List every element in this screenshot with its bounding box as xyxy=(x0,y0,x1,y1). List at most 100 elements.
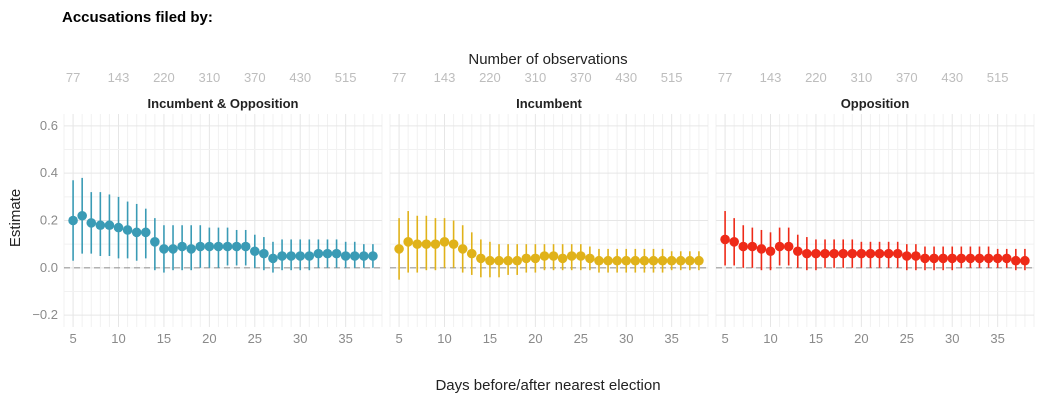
estimate-point xyxy=(113,222,124,233)
estimate-point xyxy=(783,241,794,252)
top-axis-tick-label: 515 xyxy=(335,70,357,85)
estimate-point xyxy=(838,248,848,259)
estimate-point xyxy=(820,248,830,259)
estimate-point xyxy=(774,241,785,252)
estimate-point xyxy=(68,215,78,226)
panel-2: Incumbent 77 143 220 310 370 430 515 5 10 15 20 25 30… xyxy=(389,70,709,346)
estimate-point xyxy=(802,248,812,259)
y-axis-tick-label: 0.2 xyxy=(40,213,58,228)
estimate-point xyxy=(911,251,921,261)
estimate-point xyxy=(856,248,867,259)
top-axis-tick-label: 310 xyxy=(199,70,221,85)
estimate-point xyxy=(983,253,994,264)
estimate-point xyxy=(359,251,369,261)
y-axis-tick-label: −0.2 xyxy=(32,307,58,322)
x-axis-tick-label: 35 xyxy=(664,331,678,346)
panel-3: Opposition 77 143 220 310 370 430 515 5 10 15 20 25 3… xyxy=(715,70,1035,346)
estimate-point xyxy=(195,241,206,252)
panel-1: Incumbent & Opposition 77 143 220 310 370 430 5… xyxy=(32,70,383,346)
x-axis-tick-label: 10 xyxy=(111,331,125,346)
estimate-point xyxy=(685,255,695,266)
estimate-point xyxy=(503,255,513,266)
estimate-point xyxy=(675,255,686,266)
chart-title: Accusations filed by: xyxy=(62,9,213,26)
estimate-point xyxy=(131,227,142,238)
top-axis-tick-label: 220 xyxy=(479,70,501,85)
estimate-point xyxy=(457,244,468,254)
top-axis-tick-label: 143 xyxy=(434,70,456,85)
top-axis-tick-label: 77 xyxy=(718,70,732,85)
estimate-point xyxy=(847,248,858,259)
estimate-point xyxy=(204,241,215,252)
estimate-point xyxy=(340,251,351,261)
estimate-point xyxy=(466,248,477,259)
estimate-point xyxy=(95,220,106,231)
estimate-point xyxy=(150,237,160,247)
estimate-point xyxy=(892,248,903,259)
estimate-point xyxy=(539,251,550,261)
estimate-point xyxy=(929,253,939,264)
estimate-point xyxy=(1020,255,1030,266)
estimate-point xyxy=(902,251,912,261)
x-axis-tick-label: 15 xyxy=(809,331,823,346)
x-axis-tick-label: 5 xyxy=(69,331,76,346)
estimate-point xyxy=(240,241,251,252)
estimate-point xyxy=(811,248,821,259)
top-axis-title: Number of observations xyxy=(468,51,627,68)
top-axis-tick-label: 370 xyxy=(570,70,592,85)
x-axis-tick-label: 10 xyxy=(763,331,777,346)
estimate-point xyxy=(639,255,650,266)
x-axis-tick-label: 30 xyxy=(293,331,307,346)
estimate-point xyxy=(140,227,151,238)
estimate-point xyxy=(122,225,133,235)
estimate-point xyxy=(829,248,839,259)
estimate-point xyxy=(439,237,450,247)
estimate-point xyxy=(865,248,876,259)
top-axis-tick-label: 515 xyxy=(661,70,683,85)
estimate-point xyxy=(1011,255,1021,266)
x-axis-tick-label: 10 xyxy=(437,331,451,346)
estimate-point xyxy=(576,251,586,261)
x-axis-tick-label: 5 xyxy=(721,331,728,346)
estimate-point xyxy=(992,253,1003,264)
estimate-point xyxy=(648,255,659,266)
top-axis-tick-label: 430 xyxy=(941,70,963,85)
estimate-point xyxy=(1001,253,1012,264)
top-axis-tick-label: 430 xyxy=(615,70,637,85)
estimate-point xyxy=(448,239,459,249)
estimate-point xyxy=(883,248,894,259)
estimate-point xyxy=(259,248,269,259)
estimate-point xyxy=(86,218,97,228)
estimate-point xyxy=(277,251,287,261)
estimate-point xyxy=(974,253,985,264)
x-axis-tick-label: 35 xyxy=(990,331,1004,346)
estimate-point xyxy=(738,241,749,252)
estimate-point xyxy=(476,253,486,264)
x-axis-tick-label: 15 xyxy=(483,331,497,346)
top-axis-tick-label: 77 xyxy=(392,70,406,85)
y-axis-tick-label: 0.4 xyxy=(40,165,58,180)
top-axis-tick-label: 143 xyxy=(760,70,782,85)
estimate-point xyxy=(331,248,342,259)
top-axis-tick-label: 310 xyxy=(851,70,873,85)
estimate-point xyxy=(920,253,930,264)
x-axis-tick-label: 5 xyxy=(395,331,402,346)
estimate-point xyxy=(268,253,278,264)
estimate-point xyxy=(566,251,577,261)
estimate-point xyxy=(412,239,423,249)
estimate-point xyxy=(494,255,504,266)
estimate-point xyxy=(729,237,739,247)
estimate-point xyxy=(947,253,958,264)
y-axis-tick-label: 0.0 xyxy=(40,260,58,275)
estimate-point xyxy=(403,237,413,247)
x-axis-tick-label: 20 xyxy=(854,331,868,346)
estimate-point xyxy=(430,239,441,249)
estimate-point xyxy=(747,241,758,252)
estimate-point xyxy=(521,253,532,264)
estimate-point xyxy=(603,255,613,266)
estimate-point xyxy=(231,241,242,252)
y-axis-tick-label: 0.6 xyxy=(40,118,58,133)
estimate-point xyxy=(394,244,404,254)
estimate-point xyxy=(322,248,333,259)
